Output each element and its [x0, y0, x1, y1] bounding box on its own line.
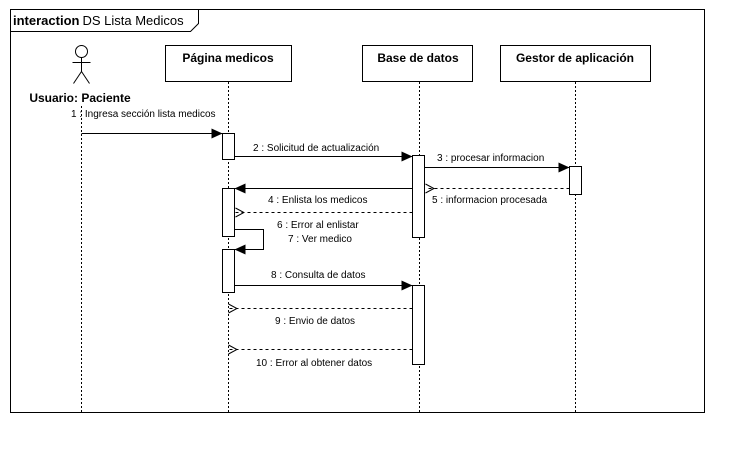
lifeline-head-base-de-datos[interactable]: [362, 45, 473, 82]
actor-label: Usuario: Paciente: [29, 91, 131, 105]
message-4-label: 4 : Enlista los medicos: [268, 195, 368, 206]
actor-stick-figure-icon: [72, 45, 91, 84]
lifeline-head-pagina-medicos[interactable]: [165, 45, 292, 82]
activation-bar-gestor-1: [569, 166, 582, 195]
activation-bar-pagina-3: [222, 249, 235, 293]
message-1-label: 1 : Ingresa sección lista medicos: [71, 109, 216, 120]
frame-title: interaction DS Lista Medicos: [13, 13, 184, 28]
activation-bar-pagina-1: [222, 133, 235, 160]
lifeline-head-gestor-de-aplicacion[interactable]: [500, 45, 651, 82]
message-6-label: 6 : Error al enlistar: [277, 220, 359, 231]
message-7-label: 7 : Ver medico: [288, 234, 352, 245]
message-9-label: 9 : Envio de datos: [275, 316, 355, 327]
lifeline-label-pagina-medicos: Página medicos: [182, 51, 274, 65]
activation-bar-base-2: [412, 285, 425, 365]
interaction-frame: [10, 9, 705, 413]
message-6-self-loop: [234, 229, 264, 255]
lifeline-label-base-de-datos: Base de datos: [377, 51, 459, 65]
frame-tab: [10, 9, 199, 32]
message-2-label: 2 : Solicitud de actualización: [253, 143, 379, 154]
message-5-label: 5 : informacion procesada: [432, 195, 548, 206]
message-3-label: 3 : procesar informacion: [437, 153, 544, 164]
activation-bar-base-1: [412, 155, 425, 238]
message-10-label: 10 : Error al obtener datos: [256, 358, 372, 369]
lifeline-label-gestor-de-aplicacion: Gestor de aplicación: [516, 51, 634, 65]
activation-bar-pagina-2: [222, 188, 235, 237]
message-8-label: 8 : Consulta de datos: [271, 270, 366, 281]
